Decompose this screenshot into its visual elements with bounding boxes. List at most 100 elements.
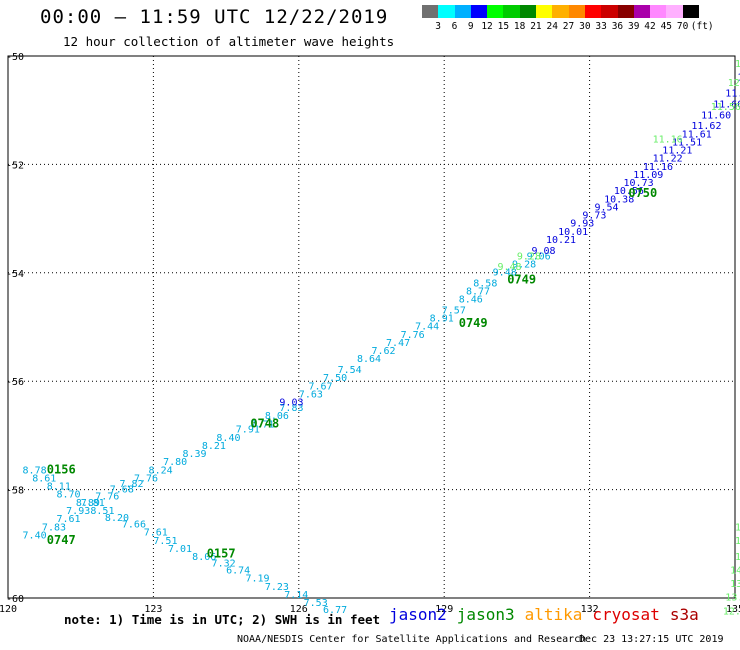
wave-height-point: 9.28 <box>512 259 536 270</box>
wave-height-point: 7.76 <box>401 330 425 341</box>
wave-height-point: 8.06 <box>192 552 216 563</box>
legend-tick-label: 21 <box>530 21 542 32</box>
wave-height-point: 8.06 <box>265 411 289 422</box>
wave-height-point: 10.01 <box>558 227 588 238</box>
wave-height-point: 9.48 <box>493 268 517 279</box>
pass-time-label: 0750 <box>628 186 657 200</box>
wave-height-point: 13.3 <box>730 579 740 590</box>
legend-swatch <box>519 5 537 18</box>
wave-height-point: 7.51 <box>153 536 177 547</box>
wave-height-point: 7.67 <box>308 381 332 392</box>
legend-tick-label: 33 <box>595 21 607 32</box>
wave-height-point: 7.71 <box>250 419 274 430</box>
wave-height-point: 7.82 <box>119 479 143 490</box>
wave-height-point: 14. <box>735 536 740 547</box>
wave-height-point: 8.20 <box>105 513 129 524</box>
wave-height-point: 9.93 <box>570 219 594 230</box>
wave-height-point: 11.61 <box>682 129 712 140</box>
x-tick-label: 126 <box>290 604 308 615</box>
legend-swatches <box>422 5 707 18</box>
x-tick-label: 132 <box>581 604 599 615</box>
wave-height-point: 7.81 <box>81 498 105 509</box>
legend-swatch <box>454 5 471 18</box>
legend-swatch <box>422 5 439 18</box>
wave-height-point: 8.91 <box>430 314 454 325</box>
wave-height-point: 8.24 <box>149 465 173 476</box>
wave-height-point: 7.47 <box>386 338 410 349</box>
legend-swatch <box>438 5 455 18</box>
y-tick-label: -60 <box>6 594 24 605</box>
satellite-altika: altika <box>524 605 583 624</box>
legend-tick-label: 24 <box>546 21 558 32</box>
wave-height-point: 7.91 <box>236 425 260 436</box>
wave-height-point: 7.68 <box>110 484 134 495</box>
wave-height-point: 11.21 <box>662 146 692 157</box>
wave-height-point: 7.62 <box>372 346 396 357</box>
satellite-s3a: s3a <box>669 605 699 624</box>
wave-height-point: 12.08 <box>728 78 740 89</box>
wave-height-point: 8.46 <box>459 295 483 306</box>
legend-swatch <box>666 5 683 18</box>
wave-height-point: 9.08 <box>531 246 555 257</box>
wave-height-point: 8.51 <box>90 506 114 517</box>
wave-height-point: 11.51 <box>672 137 702 148</box>
wave-height-point: 10.38 <box>604 194 634 205</box>
wave-height-point: 11.60 <box>713 99 740 110</box>
wave-height-point: 7.80 <box>163 457 187 468</box>
wave-height-point: 7.44 <box>415 322 439 333</box>
wave-height-point: 11.16 <box>643 162 673 173</box>
wave-height-point: 7.61 <box>144 528 168 539</box>
legend-tick-label: 36 <box>611 21 624 32</box>
satellite-legend: jason2 jason3 altika cryosat s3a <box>389 605 709 624</box>
legend-swatch <box>536 5 553 18</box>
wave-height-point: 10.73 <box>624 178 654 189</box>
wave-height-point: 6.77 <box>323 605 347 616</box>
legend-ticks: 3 6 9 12 15 18 21 24 27 30 33 36 39 42 45 70 (ft) <box>422 21 713 32</box>
wave-height-point: 14.2 <box>730 566 740 577</box>
wave-height-point: 8.61 <box>32 473 56 484</box>
legend-tick-label: 45 <box>660 21 673 32</box>
x-tick-label: 129 <box>435 604 453 615</box>
legend-swatch <box>487 5 504 18</box>
y-tick-label: -58 <box>6 486 24 497</box>
wave-height-point: 7.19 <box>245 574 269 585</box>
wave-height-point: 7.83 <box>42 522 66 533</box>
data-points: 7.407.837.617.937.817.767.687.827.768.24… <box>23 59 740 617</box>
wave-height-point: 7.63 <box>299 389 323 400</box>
wave-height-point: 11.56 <box>711 102 740 113</box>
wave-height-point: 8.77 <box>466 286 490 297</box>
legend-swatch <box>503 5 520 18</box>
satellite-jason3: jason3 <box>456 605 515 624</box>
wave-height-point: 7.53 <box>304 598 328 609</box>
wave-height-point: 9.03 <box>279 398 303 409</box>
legend-swatch <box>552 5 569 18</box>
footnote: note: 1) Time is in UTC; 2) SWH is in fe… <box>64 612 381 627</box>
wave-height-point: 11.60 <box>701 110 731 121</box>
wave-height-point: 13. <box>735 522 740 533</box>
wave-height-point: 9.28 <box>517 251 541 262</box>
wave-height-point: 11.73 <box>725 89 740 100</box>
legend-swatch <box>617 5 634 18</box>
pass-time-label: 0157 <box>207 546 236 560</box>
wave-height-point: 6.74 <box>226 566 250 577</box>
y-tick-label: -50 <box>6 52 24 63</box>
x-tick-label: 135 <box>726 604 740 615</box>
legend-tick-label: 27 <box>562 21 575 32</box>
wave-height-point: 8.58 <box>473 278 497 289</box>
wave-height-point: 8.21 <box>202 441 226 452</box>
wave-height-point: 8.40 <box>216 433 240 444</box>
legend-swatch <box>601 5 618 18</box>
legend-tick-label: 30 <box>579 21 591 32</box>
wave-height-point: 11.62 <box>691 121 721 132</box>
wave-height-point: 7.61 <box>56 514 80 525</box>
wave-height-point: 8.89 <box>76 498 100 509</box>
chart-subtitle: 12 hour collection of altimeter wave hei… <box>63 34 395 49</box>
wave-height-point: 7.32 <box>212 559 236 570</box>
wave-height-point: 11.09 <box>633 170 663 181</box>
legend-tick-label: 12 <box>481 21 493 32</box>
chart-title: 00:00 – 11:59 UTC 12/22/2019 <box>40 6 389 28</box>
wave-height-point: 7.76 <box>95 491 119 502</box>
credit-line: NOAA/NESDIS Center for Satellite Applica… <box>237 634 587 645</box>
pass-time-label: 0156 <box>47 462 76 476</box>
x-tick-label: 120 <box>0 604 17 615</box>
